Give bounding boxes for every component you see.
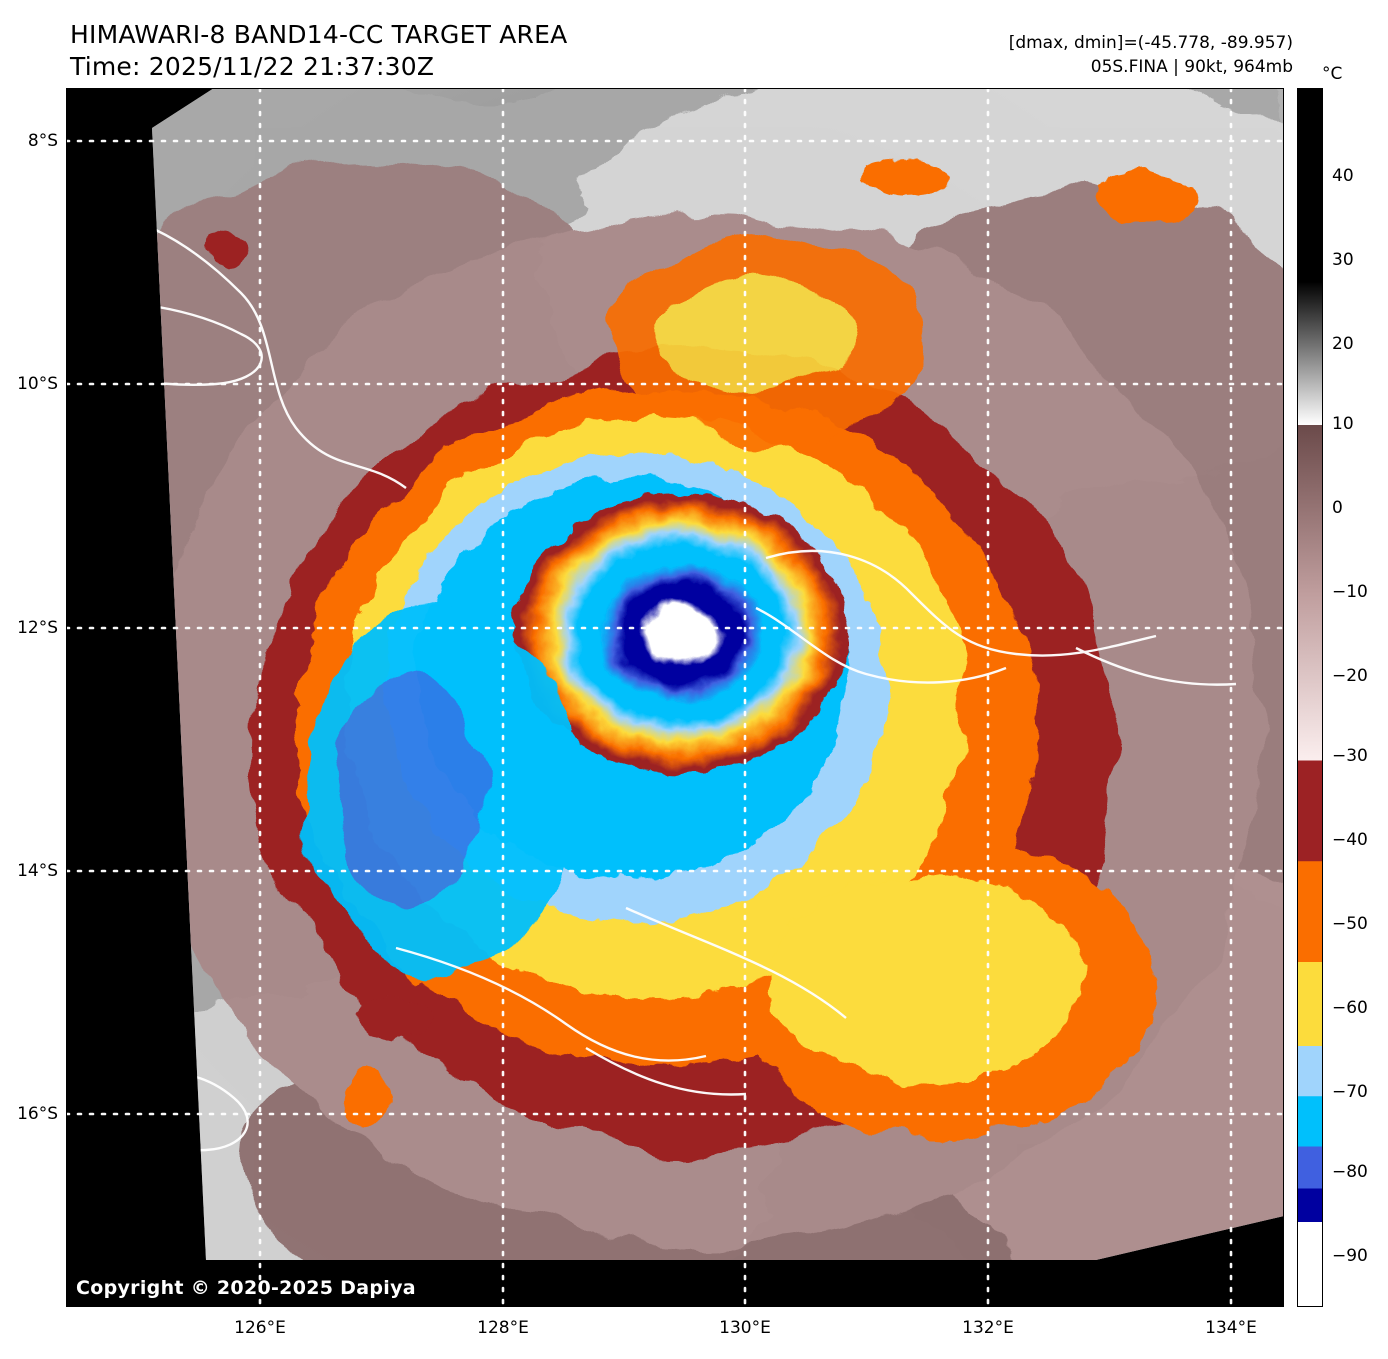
colorbar-tick-3: 10 <box>1332 414 1354 434</box>
x-axis-tick-3: 132°E <box>962 1318 1014 1338</box>
copyright-label: Copyright © 2020-2025 Dapiya <box>76 1277 416 1299</box>
graticule <box>66 88 1284 1307</box>
y-axis-tick-3: 14°S <box>17 861 58 881</box>
x-axis-tick-2: 130°E <box>719 1318 771 1338</box>
colorbar-tick-10: −60 <box>1332 998 1368 1018</box>
x-axis-tick-1: 128°E <box>477 1318 529 1338</box>
colorbar-tick-2: 20 <box>1332 334 1354 354</box>
colorbar-tick-0: 40 <box>1332 166 1354 186</box>
colorbar-gradient <box>1298 89 1322 1306</box>
storm-info-label: 05S.FINA | 90kt, 964mb <box>1090 57 1293 77</box>
timestamp-label: Time: 2025/11/22 21:37:30Z <box>70 52 435 81</box>
colorbar-tick-4: 0 <box>1332 498 1343 518</box>
page-title: HIMAWARI-8 BAND14-CC TARGET AREA <box>70 20 568 49</box>
scattered-convection <box>204 158 1198 1128</box>
colorbar-unit-label: °C <box>1322 64 1343 84</box>
colorbar-tick-9: −50 <box>1332 914 1368 934</box>
colorbar-tick-8: −40 <box>1332 830 1368 850</box>
colorbar-tick-6: −20 <box>1332 666 1368 686</box>
cyclone-cloud-mass <box>256 228 1156 1148</box>
colorbar-tick-13: −90 <box>1332 1246 1368 1266</box>
dmax-dmin-label: [dmax, dmin]=(-45.778, -89.957) <box>1008 33 1293 53</box>
x-axis-tick-0: 126°E <box>234 1318 286 1338</box>
x-axis-tick-4: 134°E <box>1205 1318 1257 1338</box>
colorbar-tick-11: −70 <box>1332 1082 1368 1102</box>
y-axis-tick-0: 8°S <box>27 131 58 151</box>
y-axis-tick-2: 12°S <box>17 618 58 638</box>
colorbar-tick-5: −10 <box>1332 582 1368 602</box>
satellite-image-canvas <box>66 88 1284 1307</box>
y-axis-tick-4: 16°S <box>17 1104 58 1124</box>
colorbar <box>1297 88 1323 1307</box>
colorbar-tick-12: −80 <box>1332 1162 1368 1182</box>
satellite-svg <box>66 88 1284 1307</box>
colorbar-tick-1: 30 <box>1332 250 1354 270</box>
y-axis-tick-1: 10°S <box>17 374 58 394</box>
colorbar-tick-7: −30 <box>1332 746 1368 766</box>
satellite-swath <box>152 88 1284 1260</box>
